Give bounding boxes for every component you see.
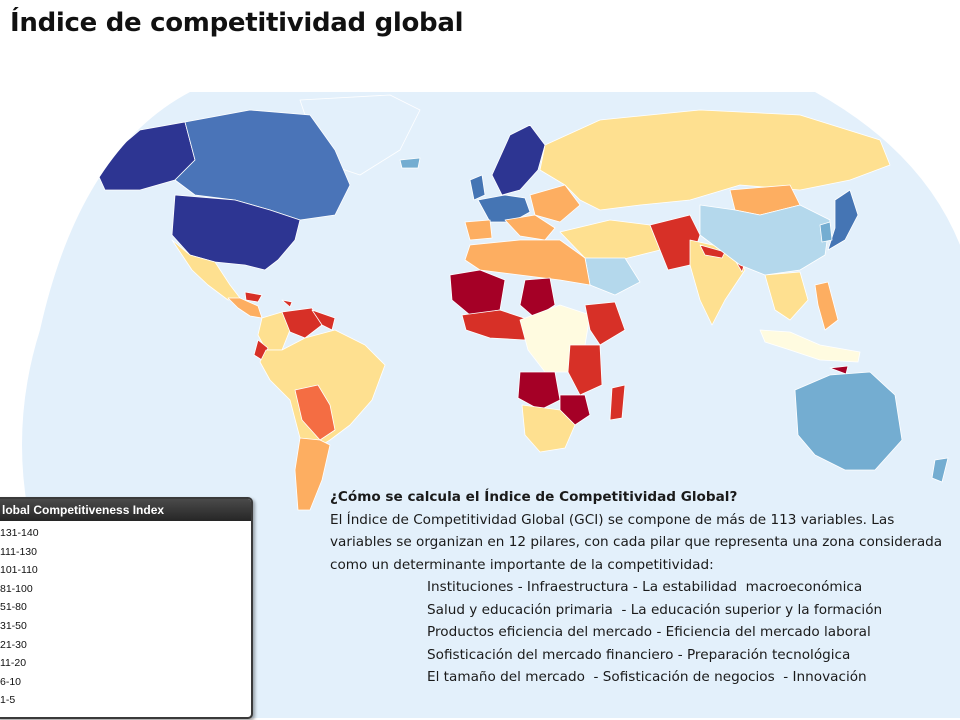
iceland	[399, 157, 421, 169]
pillars-list: Instituciones - Infraestructura - La est…	[330, 576, 958, 689]
china	[699, 204, 831, 276]
pillar-line: Salud y educación primaria - La educació…	[427, 601, 883, 618]
pillar-line: El tamaño del mercado - Sofisticación de…	[427, 669, 867, 685]
pillar-line: Productos eficiencia del mercado - Efici…	[427, 624, 871, 640]
legend-item: 51-80	[0, 601, 27, 614]
uk	[469, 174, 486, 201]
page-title: Índice de competitividad global	[10, 8, 464, 38]
south-america	[259, 329, 386, 453]
pillar-line: Sofisticación del mercado financiero - P…	[427, 646, 851, 663]
caribbean	[244, 291, 293, 308]
pillar-line: Instituciones - Infraestructura - La est…	[427, 579, 863, 595]
iberia	[464, 219, 493, 241]
legend-item: 81-100	[0, 582, 33, 595]
legend-item: 1-5	[0, 694, 16, 707]
southern-africa	[521, 404, 576, 453]
korea	[819, 221, 833, 243]
north-africa	[464, 239, 591, 286]
guyanas	[311, 309, 336, 331]
legend-item: 131-140	[0, 527, 39, 539]
gci-question: ¿Cómo se calcula el Índice de Competitiv…	[330, 489, 738, 505]
legend-item: 31-50	[0, 619, 27, 632]
scandinavia	[491, 124, 546, 196]
southeast-asia	[764, 271, 809, 321]
legend-list: 131-140 111-130 101-110 81-100 51-80 31-…	[0, 524, 251, 710]
italy-balkans	[504, 214, 556, 241]
venezuela	[281, 307, 323, 339]
legend-item: 6-10	[0, 675, 22, 688]
philippines	[814, 281, 839, 331]
argentina-chile	[294, 437, 331, 511]
eastern-europe	[529, 184, 581, 223]
angola	[517, 371, 561, 411]
legend-item: 21-30	[0, 638, 27, 651]
legend-title: lobal Competitiveness Index	[0, 499, 251, 521]
australia	[794, 371, 903, 471]
indonesia	[759, 329, 861, 363]
legend-item: 101-110	[0, 564, 38, 577]
madagascar	[609, 384, 626, 421]
legend-item: 11-20	[0, 657, 27, 670]
timor	[829, 365, 849, 375]
legend-item: 111-130	[0, 545, 37, 558]
bolivia-paraguay	[294, 384, 336, 441]
east-africa	[567, 301, 626, 396]
map-legend: lobal Competitiveness Index 131-140 111-…	[0, 497, 253, 719]
new-zealand	[931, 457, 949, 483]
world-map	[22, 92, 960, 718]
korea-japan	[827, 189, 859, 251]
usa	[171, 194, 301, 271]
gci-paragraph: El Índice de Competitividad Global (GCI)…	[330, 511, 943, 573]
gci-explanation: ¿Cómo se calcula el Índice de Competitiv…	[330, 486, 958, 689]
